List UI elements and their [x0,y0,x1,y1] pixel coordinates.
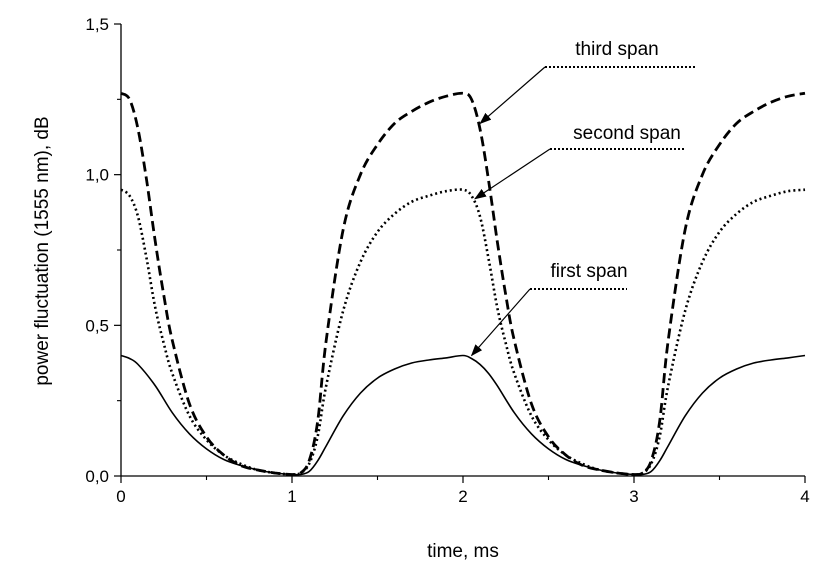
x-tick-label: 2 [458,487,467,506]
series-line-first-span [120,354,806,476]
x-axis-label: time, ms [427,541,499,562]
annotation-arrow-second-span [474,148,551,200]
y-axis-label: power fluctuation (1555 nm), dB [32,116,53,385]
series-line-second-span [120,188,806,476]
series-layer [120,91,806,477]
series-line-third-span [120,91,806,477]
y-tick-label: 1,5 [85,15,109,34]
y-tick-label: 0,0 [85,467,109,486]
axes: 0 1 2 3 4 0,0 0,5 1,0 1,5 [85,15,809,506]
annotation-arrow-first-span [470,288,531,357]
x-tick-label: 0 [116,487,125,506]
x-tick-label: 4 [800,487,809,506]
annotation-label-second-span: second span [573,123,681,144]
annotation-arrow-third-span [479,66,546,125]
y-tick-label: 1,0 [85,166,109,185]
x-tick-label: 3 [629,487,638,506]
annotation-layer: third span second span first span [470,39,695,357]
annotation-label-third-span: third span [575,39,658,60]
y-tick-label: 0,5 [85,316,109,335]
annotation-label-first-span: first span [550,261,627,282]
x-tick-label: 1 [287,487,296,506]
